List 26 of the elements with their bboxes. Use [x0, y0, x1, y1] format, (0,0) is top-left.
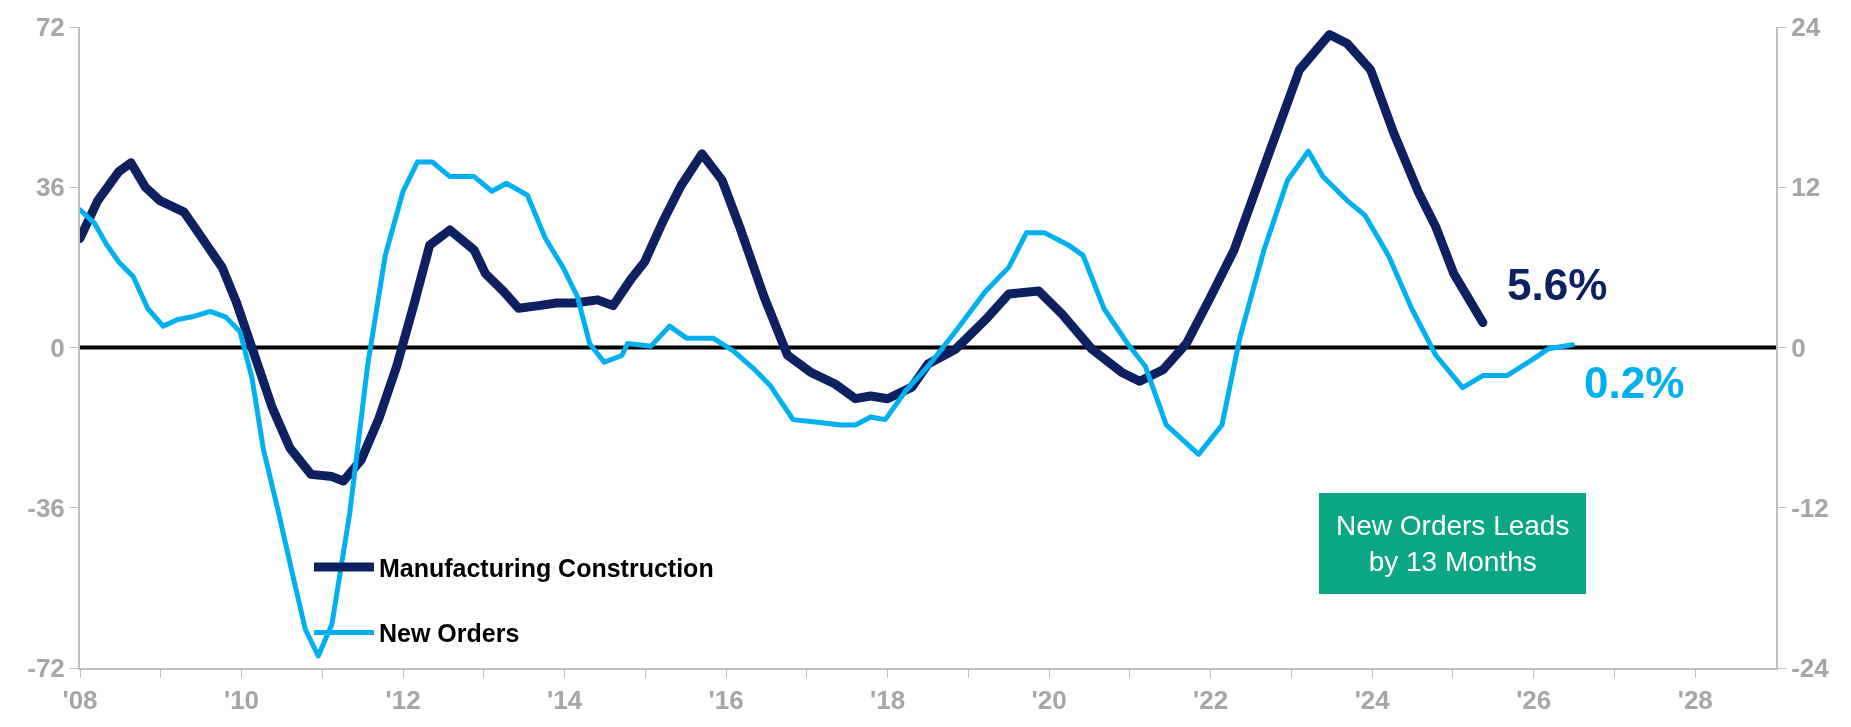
y2-tick-label: 12 [1791, 172, 1821, 203]
y2-tick-label: 24 [1791, 12, 1821, 43]
y-tick-label: -36 [27, 492, 65, 523]
legend-label: New Orders [378, 619, 520, 648]
x-tick-label: '24 [1354, 685, 1391, 716]
x-tick-label: '20 [1031, 685, 1067, 716]
annotation: New Orders Leads by 13 Months [1336, 510, 1570, 578]
y-tick-label: 36 [35, 172, 65, 203]
x-tick-label: '14 [547, 685, 583, 716]
y-tick-label: 72 [35, 12, 65, 43]
x-tick-label: '16 [708, 685, 744, 716]
x-tick-label: '26 [1516, 685, 1552, 716]
data-label: 5.6% [1507, 260, 1608, 309]
legend-label: Manufacturing Construction [378, 553, 714, 582]
y2-tick-label: -24 [1791, 653, 1830, 684]
y-tick-label: -72 [27, 653, 65, 684]
x-tick-label: '10 [223, 685, 260, 716]
x-tick-label: '12 [385, 685, 421, 716]
x-tick-label: '28 [1677, 685, 1713, 716]
data-label: 0.2% [1584, 358, 1685, 407]
y2-tick-label: 0 [1791, 332, 1806, 363]
x-tick-label: '18 [870, 685, 906, 716]
y-tick-label: 0 [50, 332, 65, 363]
x-tick-label: '08 [62, 685, 98, 716]
y2-tick-label: -12 [1791, 492, 1829, 523]
x-tick-label: '22 [1193, 685, 1229, 716]
